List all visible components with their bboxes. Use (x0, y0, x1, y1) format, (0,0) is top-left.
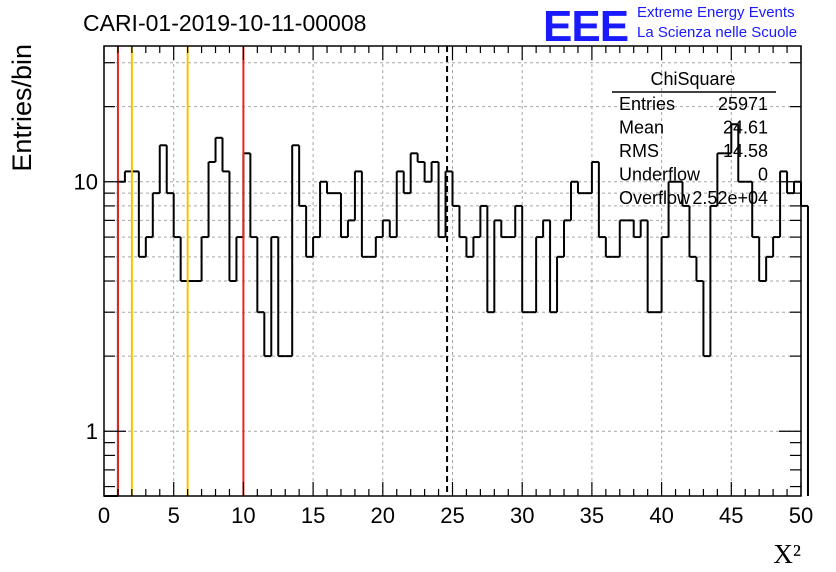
x-tick-label: 35 (580, 503, 604, 528)
logo-mark: EEE (543, 2, 629, 51)
axes: 0 5 10 15 20 25 30 35 40 45 50 1 10 X² Entries/bin (7, 44, 813, 569)
x-tick-label: 20 (371, 503, 395, 528)
chart-title: CARI-01-2019-10-11-00008 (83, 10, 367, 36)
y-tick-label: 10 (74, 170, 98, 195)
stats-box: ChiSquare Entries 25971 Mean 24.61 RMS 14.58 Un… (612, 69, 776, 208)
stats-value: 0 (758, 165, 768, 185)
y-tick-label: 1 (86, 419, 98, 444)
x-tick-label: 15 (301, 503, 325, 528)
stats-label: Overflow (619, 188, 691, 208)
x-tick-label: 5 (168, 503, 180, 528)
x-axis-label: X² (773, 539, 801, 569)
stats-value: 2.52e+04 (692, 188, 768, 208)
x-tick-label: 30 (510, 503, 534, 528)
stats-value: 24.61 (723, 118, 768, 138)
plot-marks (104, 46, 809, 497)
logo-line-2: La Scienza nelle Scuole (637, 24, 798, 41)
stats-label: Underflow (619, 165, 701, 185)
y-axis-label: Entries/bin (7, 44, 37, 172)
stats-label: Mean (619, 118, 664, 138)
x-tick-label: 0 (98, 503, 110, 528)
x-tick-label: 50 (789, 503, 813, 528)
x-tick-label: 45 (719, 503, 743, 528)
x-tick-label: 10 (231, 503, 255, 528)
logo-line-1: Extreme Energy Events (637, 4, 795, 21)
stats-label: RMS (619, 141, 659, 161)
stats-label: Entries (619, 94, 675, 114)
eee-logo: EEE (543, 2, 629, 52)
x-tick-label: 40 (649, 503, 673, 528)
x-tick-label: 25 (440, 503, 464, 528)
stats-value: 25971 (718, 94, 768, 114)
stats-value: 14.58 (723, 141, 768, 161)
stats-name: ChiSquare (650, 69, 735, 89)
